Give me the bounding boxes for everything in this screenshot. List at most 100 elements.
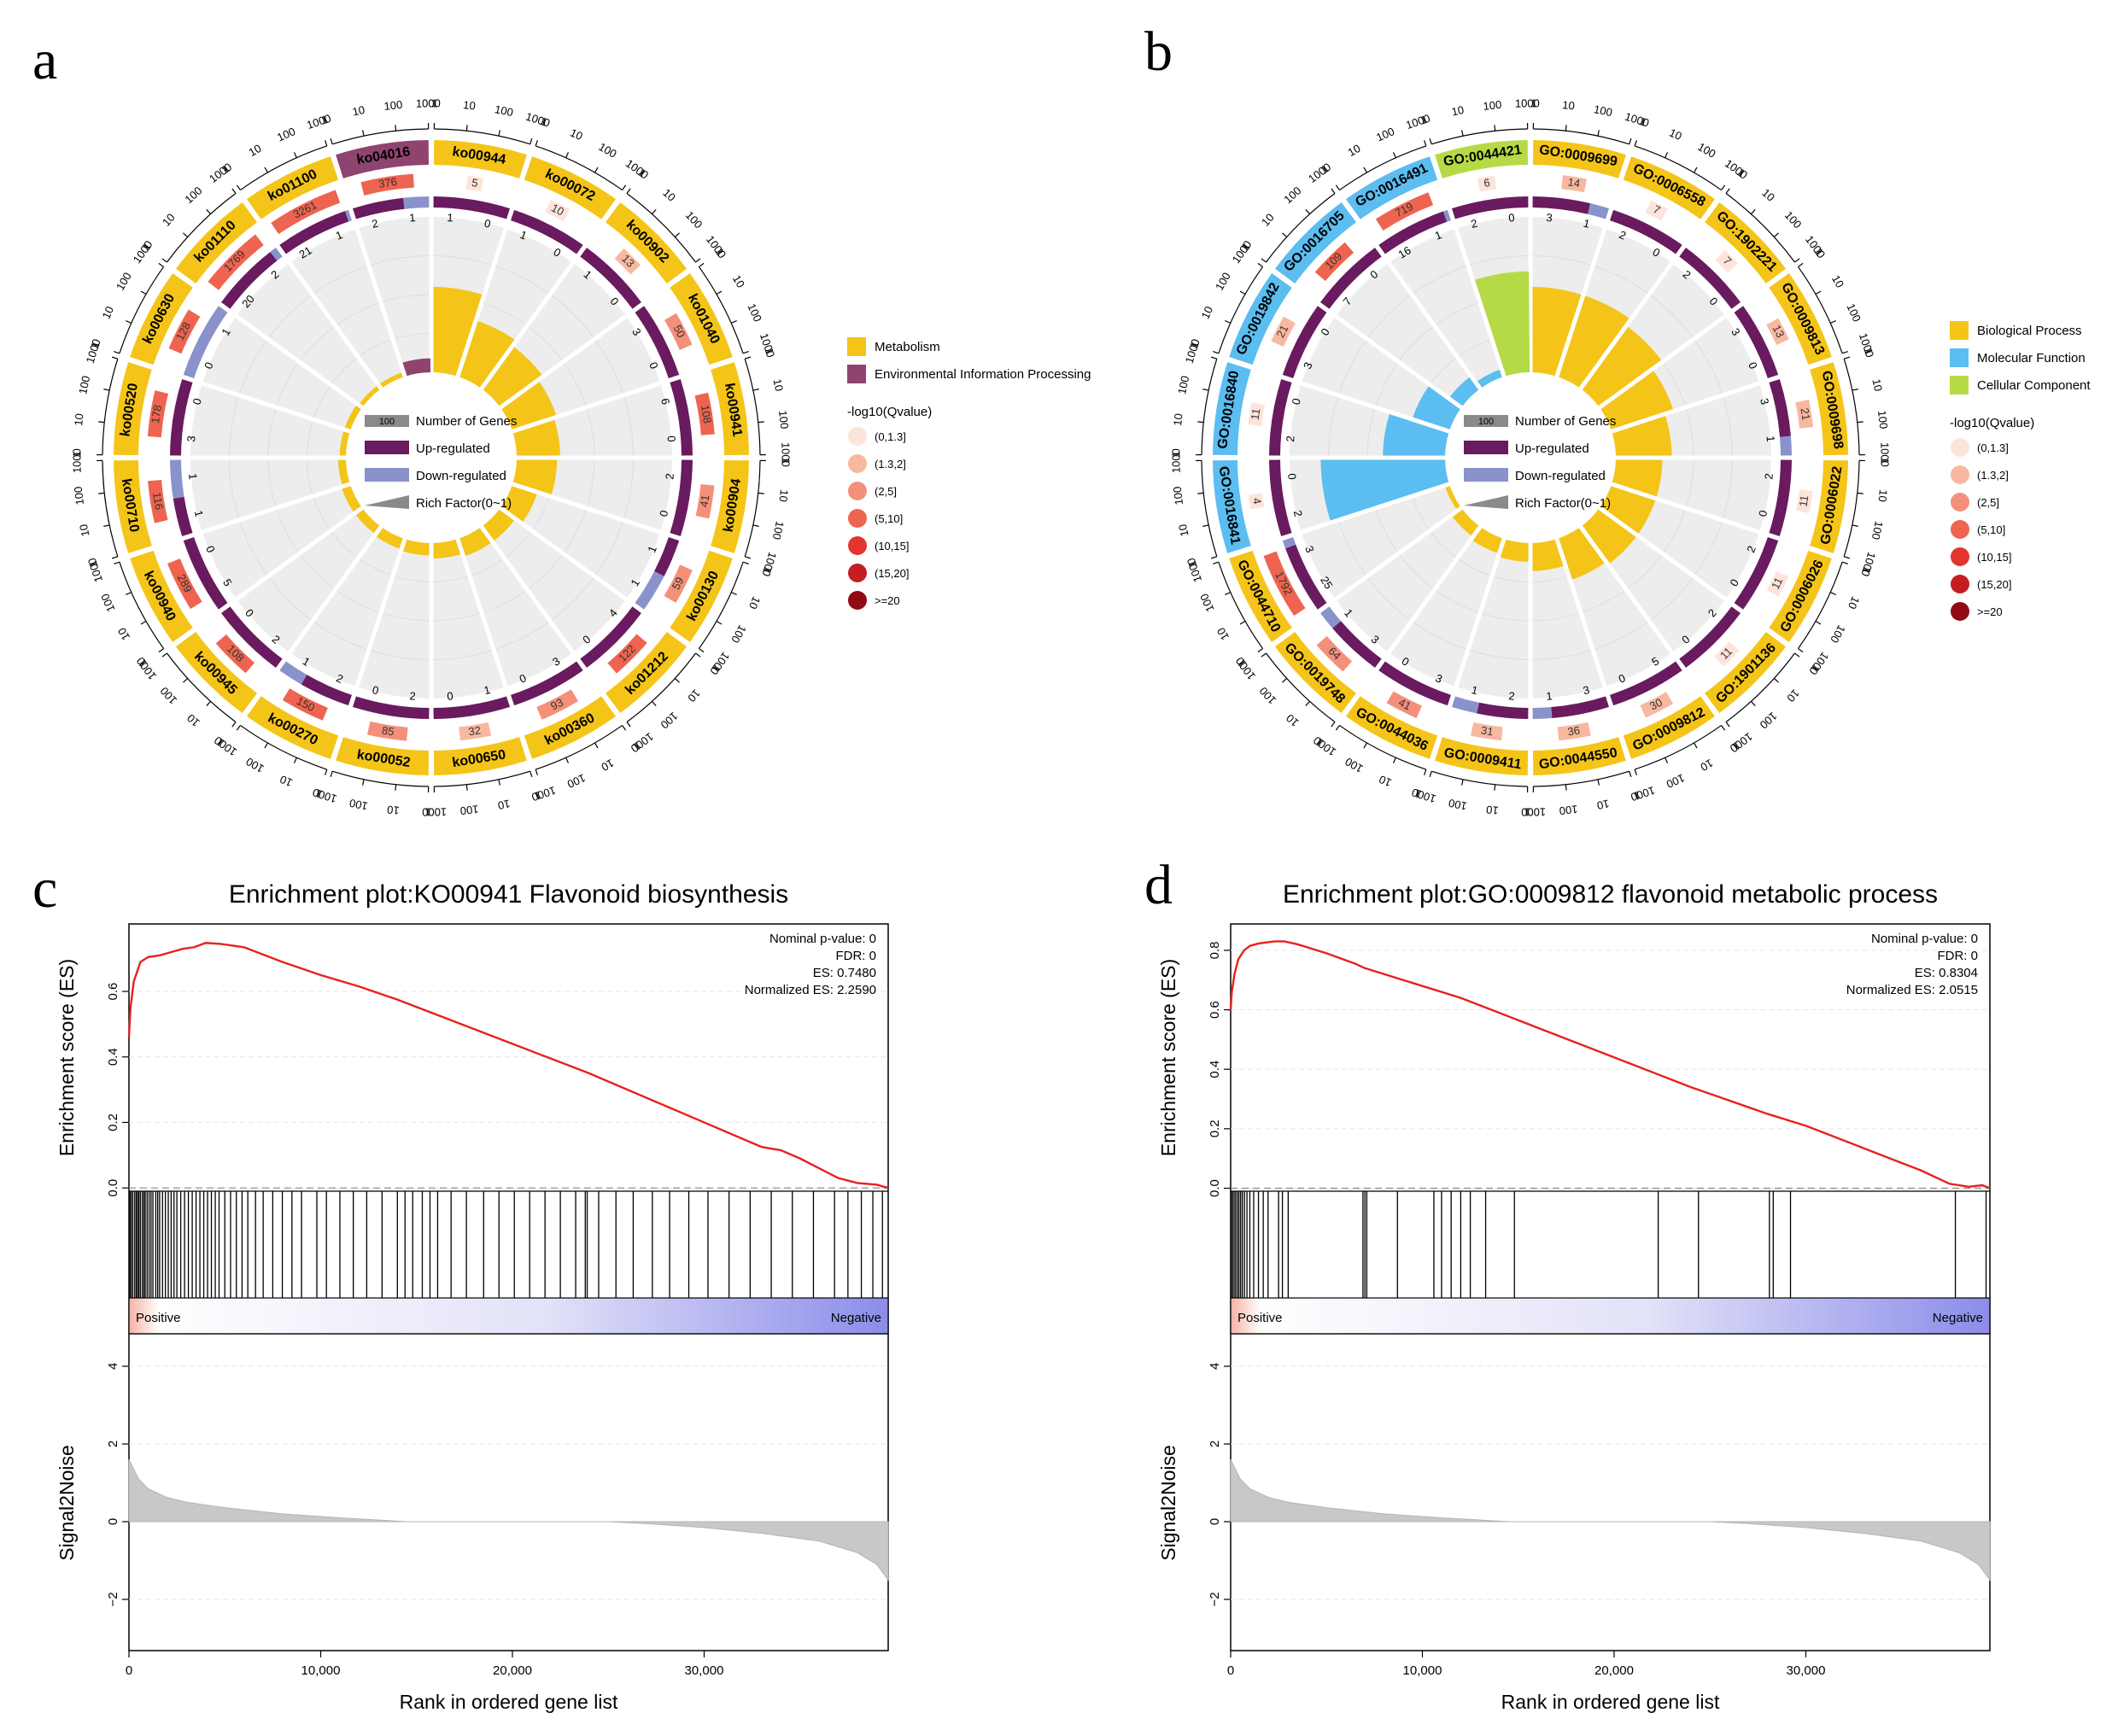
scale-label: 100	[683, 208, 705, 231]
rich-factor-bar	[500, 381, 557, 431]
scale-label: 1	[1419, 113, 1428, 126]
sector-divider	[512, 482, 681, 541]
sector-divider	[455, 538, 514, 707]
scale-tick	[1202, 389, 1209, 391]
sector-divider	[1578, 525, 1686, 671]
scale-label: 1	[313, 786, 324, 801]
down-regulated-bar	[1532, 706, 1553, 719]
q-legend-title: -log10(Qvalue)	[847, 405, 932, 419]
down-swatch	[365, 468, 409, 482]
gene-count-bar	[459, 722, 492, 741]
scale-tick	[264, 167, 268, 173]
up-regulated-bar	[1282, 306, 1327, 379]
scale-tick	[1239, 621, 1246, 625]
category-segment	[670, 272, 733, 365]
scale-tick	[114, 561, 120, 564]
q-swatch	[1951, 520, 1969, 539]
scale-label: 10	[1667, 126, 1683, 143]
scale-label: 10	[1485, 803, 1499, 816]
es-ytick-label: 0.8	[1208, 941, 1222, 959]
down-count-label: 1	[186, 473, 200, 480]
scale-label: 100	[1593, 102, 1613, 119]
down-count-label: 1	[409, 211, 416, 225]
es-axis-title: Enrichment score (ES)	[1157, 959, 1179, 1156]
class-swatch	[1950, 376, 1969, 395]
up-regulated-bar	[183, 536, 228, 610]
down-count-label: 1	[1764, 435, 1777, 442]
q-swatch	[848, 427, 867, 446]
scale-label: 100	[114, 270, 134, 292]
scale-tick	[206, 209, 211, 215]
scale-tick	[362, 779, 365, 786]
scale-tick	[1331, 188, 1336, 194]
scale-tick	[622, 725, 627, 731]
sector-divider	[348, 538, 407, 707]
scale-label: 10	[1284, 711, 1302, 729]
plot-title: Enrichment plot:GO:0009812 flavonoid met…	[1283, 880, 1938, 909]
category-segment	[175, 202, 257, 283]
up-count-label: 3	[184, 435, 198, 442]
scale-axis	[1797, 561, 1843, 649]
scale-tick	[498, 130, 500, 137]
scale-label: 10	[730, 273, 747, 290]
category-segment	[1435, 737, 1529, 775]
scale-label: 100	[1257, 685, 1279, 707]
gene-count-bar	[208, 234, 264, 290]
q-swatch	[848, 482, 867, 500]
s2n-ytick-label: −2	[1208, 1592, 1222, 1606]
scale-tick	[1335, 725, 1340, 731]
rich-factor-bar	[359, 385, 381, 407]
scale-label: 100	[459, 803, 479, 817]
scale-label: 1	[1169, 452, 1182, 458]
rich-factor-bar	[1499, 539, 1530, 562]
q-bin-label: (5,10]	[1977, 523, 2005, 536]
scale-tick	[1429, 137, 1432, 144]
x-tick-label: 20,000	[1594, 1663, 1634, 1678]
rich-factor-bar	[378, 371, 405, 389]
scale-tick	[1261, 652, 1267, 658]
scale-axis	[1431, 770, 1528, 787]
s2n-ytick-label: −2	[106, 1592, 120, 1606]
scale-axis	[1725, 193, 1795, 263]
scale-label: 10	[463, 98, 477, 112]
gene-count-bar	[1561, 175, 1588, 193]
gene-count-label: 14	[1567, 175, 1582, 190]
scale-tick	[1210, 356, 1217, 359]
scale-label: 1	[425, 806, 431, 819]
scale-tick	[745, 356, 752, 359]
scale-label: 10	[1846, 594, 1863, 611]
es-ytick-label: 0.4	[106, 1048, 120, 1066]
up-count-label: 6	[658, 397, 672, 406]
q-swatch	[1951, 438, 1969, 457]
scale-label: 100	[1782, 208, 1805, 231]
scale-tick	[1392, 757, 1396, 763]
category-segment	[1532, 737, 1626, 775]
scale-tick	[1665, 757, 1669, 763]
q-bin-label: (0,1.3]	[1977, 441, 2009, 454]
scale-tick	[103, 389, 110, 391]
gene-count-bar	[168, 309, 201, 354]
scale-axis	[1533, 770, 1629, 787]
scale-tick	[1721, 725, 1726, 731]
q-bin-label: >=20	[875, 594, 900, 607]
up-regulated-bar	[1269, 459, 1292, 537]
scale-label: 1	[70, 452, 83, 458]
scale-label: 100	[728, 623, 749, 645]
gene-count-bar	[695, 484, 715, 519]
scale-label: 10	[599, 757, 616, 774]
sector-divider	[512, 375, 681, 434]
plot-title: Enrichment plot:KO00941 Flavonoid biosyn…	[229, 880, 788, 909]
gene-count-label: 93	[548, 696, 565, 713]
up-count-label: 2	[371, 217, 380, 231]
scale-label: 1	[1879, 458, 1892, 464]
class-swatch	[847, 337, 866, 356]
scale-label: 100	[596, 140, 618, 161]
s2n-ytick-label: 2	[106, 1441, 120, 1447]
gene-count-label: 10	[549, 202, 566, 219]
scale-tick	[1725, 188, 1730, 194]
up-regulated-bar	[1378, 211, 1448, 254]
scale-label: 10	[1214, 625, 1232, 642]
rich-factor-bar	[1600, 484, 1656, 535]
category-segment	[1810, 459, 1848, 553]
category-segment	[114, 362, 152, 456]
